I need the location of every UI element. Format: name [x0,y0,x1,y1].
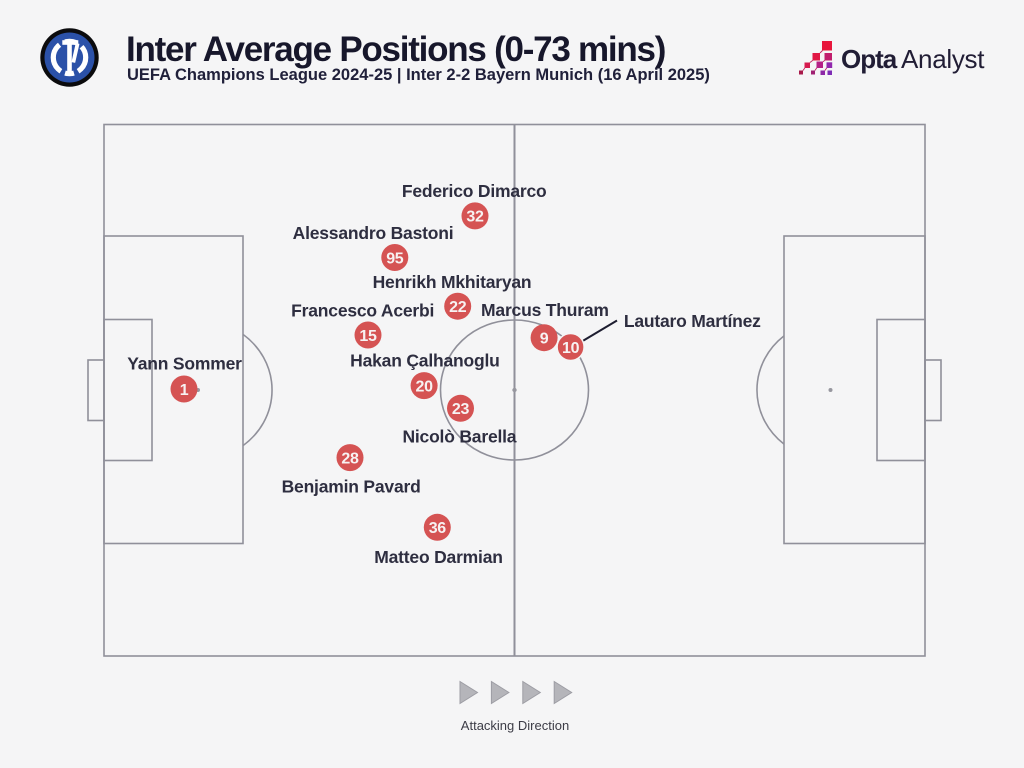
svg-text:15: 15 [359,328,377,345]
svg-text:23: 23 [452,401,470,418]
svg-text:Alessandro Bastoni: Alessandro Bastoni [293,223,454,243]
svg-text:22: 22 [449,299,467,316]
svg-text:Yann Sommer: Yann Sommer [127,354,242,374]
svg-text:Federico Dimarco: Federico Dimarco [402,181,547,201]
svg-text:32: 32 [466,209,484,226]
svg-text:Hakan Çalhanoglu: Hakan Çalhanoglu [350,351,499,371]
svg-text:Henrikh Mkhitaryan: Henrikh Mkhitaryan [373,272,532,292]
svg-text:Marcus Thuram: Marcus Thuram [481,300,609,320]
svg-text:20: 20 [415,378,433,395]
svg-text:Inter Average Positions (0-73: Inter Average Positions (0-73 mins) [126,30,665,69]
svg-text:Attacking Direction: Attacking Direction [461,718,569,733]
svg-text:28: 28 [341,450,359,467]
svg-text:9: 9 [540,331,549,348]
svg-text:36: 36 [429,520,447,537]
svg-text:Benjamin Pavard: Benjamin Pavard [282,477,421,497]
svg-text:Analyst: Analyst [901,44,985,74]
svg-text:Francesco Acerbi: Francesco Acerbi [291,300,434,320]
svg-text:UEFA Champions League 2024-25: UEFA Champions League 2024-25 | Inter 2-… [127,66,710,84]
svg-text:Matteo Darmian: Matteo Darmian [374,547,502,567]
svg-text:10: 10 [562,340,580,357]
svg-text:Nicolò Barella: Nicolò Barella [402,427,516,447]
svg-text:95: 95 [386,250,404,267]
svg-text:Opta: Opta [841,44,898,74]
svg-text:Lautaro Martínez: Lautaro Martínez [624,311,761,331]
svg-text:1: 1 [180,382,189,399]
